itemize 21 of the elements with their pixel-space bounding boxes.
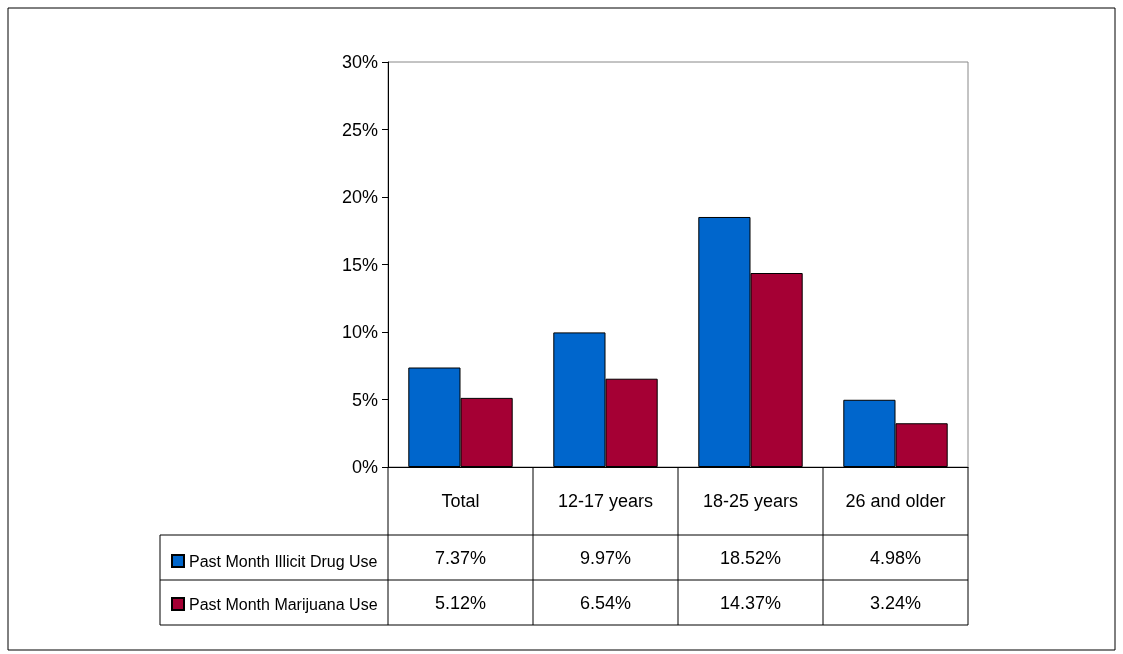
- y-tick-label: 30%: [341, 52, 378, 72]
- y-tick-label: 5%: [351, 389, 378, 410]
- legend-label: Past Month Marijuana Use: [189, 595, 378, 613]
- data-label: 5.12%: [434, 592, 487, 613]
- data-label: 4.98%: [869, 547, 922, 568]
- y-tick-label: 10%: [341, 322, 378, 342]
- x-tick-label: 26 and older: [845, 491, 946, 511]
- data-label: 14.37%: [719, 592, 782, 613]
- data-label: 7.37%: [434, 547, 487, 568]
- x-tick-label: 12-17 years: [557, 491, 654, 511]
- x-tick-label: 18-25 years: [702, 491, 799, 511]
- y-tick-label: 25%: [341, 119, 378, 140]
- data-label: 18.52%: [719, 547, 782, 568]
- data-label: 9.97%: [579, 547, 632, 568]
- data-label: 6.54%: [579, 592, 632, 613]
- y-tick-label: 15%: [341, 254, 378, 275]
- legend-label: Past Month Illicit Drug Use: [189, 552, 378, 570]
- y-tick-label: 20%: [341, 187, 378, 207]
- data-label: 3.24%: [869, 592, 922, 613]
- y-tick-label: 0%: [351, 457, 378, 477]
- x-tick-label: Total: [441, 491, 480, 511]
